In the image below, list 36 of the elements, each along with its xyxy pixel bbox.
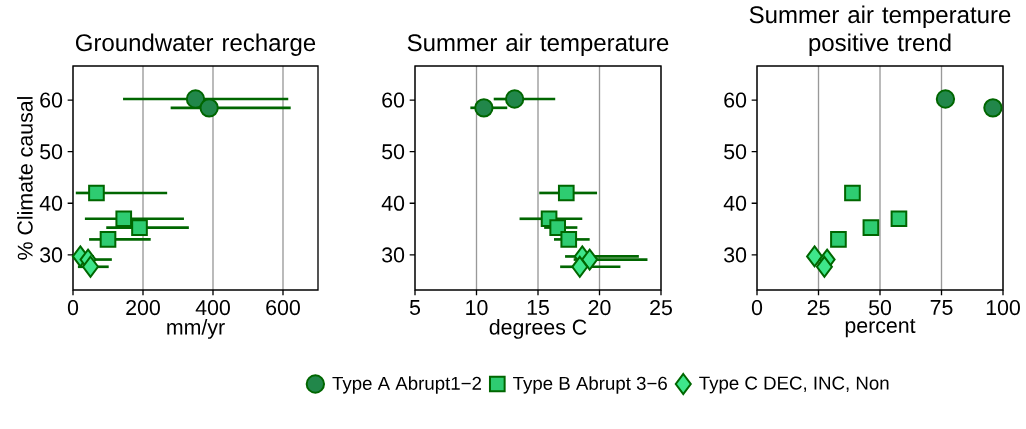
x-tick-label: 15 <box>527 300 549 315</box>
chart-title: Summer air temperature <box>407 33 669 56</box>
y-tick-label: 30 <box>40 247 63 263</box>
legend-label: Type A Abrupt1−2 <box>332 376 482 394</box>
x-tick-label: 50 <box>869 300 892 316</box>
y-tick-label: 60 <box>382 92 405 108</box>
y-tick-label: 30 <box>382 247 405 263</box>
x-tick-label: 200 <box>126 300 160 316</box>
y-tick-label: 60 <box>724 92 747 108</box>
x-axis-title: degrees C <box>489 318 587 339</box>
y-tick-label: 50 <box>724 144 747 160</box>
legend-label: Type C DEC, INC, Non <box>699 376 889 394</box>
x-tick-label: 25 <box>807 300 830 316</box>
chart-title: Summer air temperature positive trend <box>749 5 1011 56</box>
x-tick-label: 10 <box>466 300 488 316</box>
y-tick-label: 30 <box>724 247 747 263</box>
chart-title: Groundwater recharge <box>75 33 316 56</box>
x-tick-label: 400 <box>195 300 230 316</box>
legend-label: Type B Abrupt 3−6 <box>513 376 667 394</box>
x-tick-label: 100 <box>986 300 1020 316</box>
x-tick-label: 0 <box>67 300 79 316</box>
x-tick-label: 20 <box>588 300 611 316</box>
y-tick-label: 40 <box>381 195 405 211</box>
y-tick-label: 40 <box>39 195 63 211</box>
y-tick-label: 40 <box>723 195 747 211</box>
y-tick-label: 60 <box>40 92 63 108</box>
x-tick-label: 600 <box>266 300 300 316</box>
y-tick-label: 50 <box>40 144 63 160</box>
y-tick-label: 50 <box>382 144 405 160</box>
x-tick-label: 25 <box>650 300 672 316</box>
x-tick-label: 75 <box>930 300 953 315</box>
x-axis-title: mm/yr <box>167 318 225 339</box>
x-axis-title: percent <box>845 318 916 338</box>
x-tick-label: 5 <box>409 300 421 315</box>
y-axis-title: % Climate causal <box>17 97 33 260</box>
x-tick-label: 0 <box>751 300 763 316</box>
